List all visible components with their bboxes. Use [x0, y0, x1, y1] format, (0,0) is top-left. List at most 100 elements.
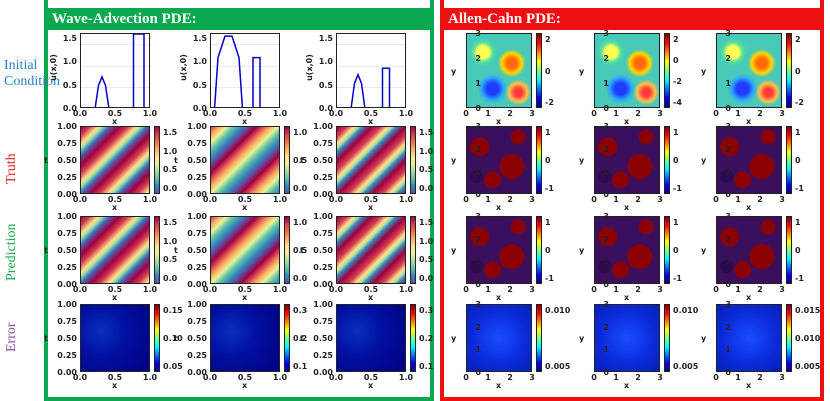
allen-truth-2-colorbar: [664, 126, 670, 194]
allen-prediction-xlabel: x: [496, 293, 502, 302]
wave-error-2-xtick: 0.0: [202, 373, 218, 382]
allen-error-1-cbar-tick: 0.010: [545, 306, 571, 315]
allen-truth-xlabel: x: [624, 203, 630, 212]
allen-prediction-3-ytick: 2: [725, 234, 731, 244]
allen-truth-2-cbar-tick: 0: [673, 156, 679, 165]
wave-initial-1-ytick: 0.5: [62, 80, 77, 90]
wave-prediction-ylabel: t: [300, 246, 304, 255]
allen-prediction-ylabel: y: [701, 246, 707, 255]
allen-prediction-1-ytick: 3: [475, 212, 481, 221]
allen-truth-2-xtick: 1: [613, 195, 619, 204]
wave-error-3-xtick: 0.5: [363, 373, 379, 382]
allen-prediction-2-colorbar: [664, 216, 670, 284]
wave-prediction-2-xtick: 0.5: [237, 285, 253, 294]
allen-error-2-xtick: 2: [635, 373, 641, 382]
wave-initial-2-xtick: 1.0: [272, 109, 288, 118]
allen-prediction-xlabel: x: [746, 293, 752, 302]
allen-initial-3-xtick: 3: [779, 109, 785, 118]
wave-truth-1-ytick: 0.00: [57, 190, 77, 199]
wave-truth-3-ytick: 1.00: [313, 122, 333, 131]
allen-error-2-ytick: 3: [603, 300, 609, 309]
allen-error-3-ytick: 1: [725, 345, 731, 355]
wave-truth-2-ytick: 0.25: [187, 173, 207, 182]
wave-error-1-xtick: 1.0: [142, 373, 158, 382]
wave-prediction-3-ytick: 0.50: [313, 246, 333, 255]
allen-initial-1-xtick: 2: [507, 109, 513, 118]
wave-truth-3-cbar-tick: 0.0: [419, 184, 434, 193]
allen-prediction-1-cbar-tick: 1: [545, 218, 551, 227]
allen-prediction-2-ytick: 3: [603, 212, 609, 221]
wave-initial-1-xtick: 0.5: [107, 109, 123, 118]
wave-error-1-cbar-tick: 0.05: [163, 362, 183, 371]
allen-prediction-2-ytick: 0: [603, 280, 609, 289]
allen-initial-3-colorbar: [786, 33, 792, 108]
allen-truth-3-cbar-tick: -1: [795, 184, 804, 193]
allen-initial-3-ytick: 3: [725, 29, 731, 38]
allen-prediction-3-xtick: 3: [779, 285, 785, 294]
allen-initial-2-ytick: 0: [603, 104, 609, 113]
wave-initial-xlabel: x: [112, 117, 118, 126]
allen-error-2-xtick: 3: [657, 373, 663, 382]
allen-error-3-cbar-tick: 0.010: [795, 334, 821, 343]
wave-prediction-1-xtick: 0.5: [107, 285, 123, 294]
allen-truth-1-ytick: 3: [475, 122, 481, 131]
wave-prediction-1-cbar-tick: 1.0: [163, 236, 178, 246]
wave-prediction-1-xtick: 1.0: [142, 285, 158, 294]
wave-truth-2-cbar-tick: 0.0: [293, 184, 308, 193]
allen-initial-2-cbar-tick: -4: [673, 98, 682, 107]
wave-prediction-ylabel: t: [174, 246, 178, 255]
allen-error-2-cbar-tick: 0.005: [673, 362, 699, 371]
allen-prediction-2-xtick: 3: [657, 285, 663, 294]
allen-error-xlabel: x: [496, 381, 502, 390]
allen-panel-frame: [440, 0, 824, 401]
allen-initial-2-cbar-tick: -2: [673, 77, 682, 86]
wave-truth-3-xtick: 1.0: [398, 195, 414, 204]
allen-error-1-ytick: 0: [475, 368, 481, 377]
allen-error-3-ytick: 0: [725, 368, 731, 377]
allen-error-3-ytick: 3: [725, 300, 731, 309]
allen-error-1-xtick: 1: [485, 373, 491, 382]
row-label-prediction: Prediction: [4, 223, 19, 282]
wave-truth-2-cbar-tick: 1.0: [293, 128, 308, 137]
allen-truth-3-ytick: 3: [725, 122, 731, 131]
allen-initial-3-ytick: 1: [725, 79, 731, 88]
allen-truth-1-cbar-tick: 1: [545, 128, 551, 137]
wave-truth-3-ytick: 0.75: [313, 139, 333, 148]
wave-truth-3-ytick: 0.50: [313, 156, 333, 165]
allen-initial-3-xtick: 2: [757, 109, 763, 118]
allen-prediction-1-ytick: 1: [475, 257, 481, 267]
wave-truth-2-ytick: 0.00: [187, 190, 207, 199]
wave-initial-xlabel: x: [368, 117, 374, 126]
allen-prediction-2-ytick: 1: [603, 257, 609, 267]
allen-truth-2-ytick: 3: [603, 122, 609, 131]
wave-prediction-3-cbar-tick: 1.5: [419, 218, 434, 227]
allen-error-2-xtick: 1: [613, 373, 619, 382]
allen-error-xlabel: x: [624, 381, 630, 390]
wave-initial-plot-1: [80, 33, 150, 108]
wave-truth-2-ytick: 1.00: [187, 122, 207, 131]
allen-error-3-xtick: 2: [757, 373, 763, 382]
wave-initial-3-ytick: 1.5: [318, 34, 333, 43]
wave-error-ylabel: t: [300, 334, 304, 343]
wave-prediction-3-cbar-tick: 1.0: [419, 236, 434, 246]
allen-error-map-2: [594, 304, 660, 372]
wave-panel-title: Wave-Advection PDE:: [44, 8, 434, 30]
wave-error-map-1: [80, 304, 150, 372]
wave-prediction-2-cbar-tick: 0.0: [293, 274, 308, 283]
wave-truth-map-1: [80, 126, 150, 194]
allen-truth-3-ytick: 2: [725, 144, 731, 154]
wave-error-3-ytick: 0.75: [313, 317, 333, 326]
allen-prediction-ylabel: y: [579, 246, 585, 255]
allen-initial-1-xtick: 0: [463, 109, 469, 118]
allen-truth-1-cbar-tick: -1: [545, 184, 554, 193]
allen-truth-2-ytick: 2: [603, 144, 609, 154]
allen-prediction-xlabel: x: [624, 293, 630, 302]
allen-truth-ylabel: y: [701, 156, 707, 165]
allen-prediction-3-ytick: 1: [725, 257, 731, 267]
allen-initial-1-ytick: 1: [475, 79, 481, 88]
allen-prediction-map-3: [716, 216, 782, 284]
wave-prediction-3-ytick: 0.75: [313, 229, 333, 238]
allen-truth-1-xtick: 0: [463, 195, 469, 204]
wave-prediction-1-ytick: 0.75: [57, 229, 77, 238]
wave-prediction-2-cbar-tick: 1.0: [293, 218, 308, 227]
